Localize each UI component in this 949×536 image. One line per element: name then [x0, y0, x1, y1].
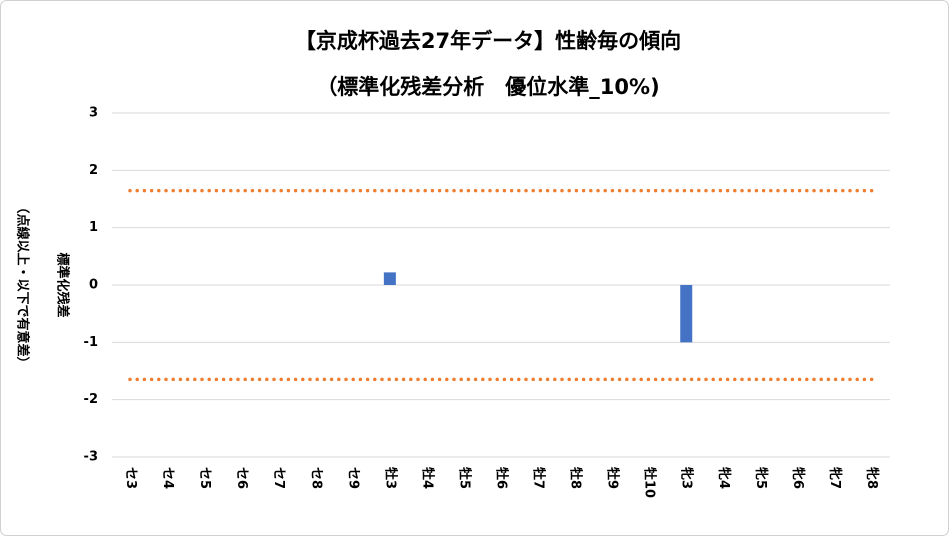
x-tick-label: 牡10: [642, 467, 658, 498]
y-tick-label: 2: [89, 163, 98, 178]
chart-title: 【京成杯過去27年データ】性齢毎の傾向: [295, 29, 681, 53]
x-tick-label: 牡6: [494, 467, 510, 489]
y-tick-label: 0: [89, 278, 98, 293]
x-tick-label: 牝7: [827, 467, 843, 489]
bar: [680, 285, 693, 343]
x-tick-label: 牝6: [790, 467, 806, 489]
x-tick-label: セ8: [308, 467, 323, 489]
x-tick-label: 牡4: [419, 467, 435, 489]
x-tick-label: 牡9: [605, 467, 621, 489]
y-tick-label: -2: [84, 392, 98, 407]
x-tick-label: セ9: [345, 467, 360, 489]
bar: [383, 272, 396, 285]
x-tick-label: セ7: [271, 467, 286, 489]
x-tick-label: 牡8: [568, 467, 584, 489]
x-tick-label: 牝8: [864, 467, 880, 489]
x-tick-label: 牝5: [753, 467, 769, 489]
x-tick-label: セ6: [234, 467, 249, 489]
y-axis-label: 標準化残差: [55, 252, 71, 317]
x-tick-label: セ4: [160, 467, 175, 489]
y-tick-label: 1: [89, 220, 98, 235]
y-tick-label: -1: [84, 335, 98, 350]
x-tick-label: セ3: [123, 467, 138, 489]
y-axis-note: （点線以上・以下で有意差）: [15, 200, 31, 369]
x-tick-label: 牡3: [382, 467, 398, 489]
x-tick-label: 牡5: [456, 467, 472, 489]
x-tick-label: 牡7: [531, 467, 547, 489]
x-tick-label: 牝4: [716, 467, 732, 489]
y-tick-label: -3: [84, 450, 98, 465]
y-tick-label: 3: [89, 106, 98, 121]
x-tick-label: 牝3: [679, 467, 695, 489]
x-tick-label: セ5: [197, 467, 212, 489]
chart-subtitle: （標準化残差分析 優位水準_10%): [316, 75, 659, 99]
